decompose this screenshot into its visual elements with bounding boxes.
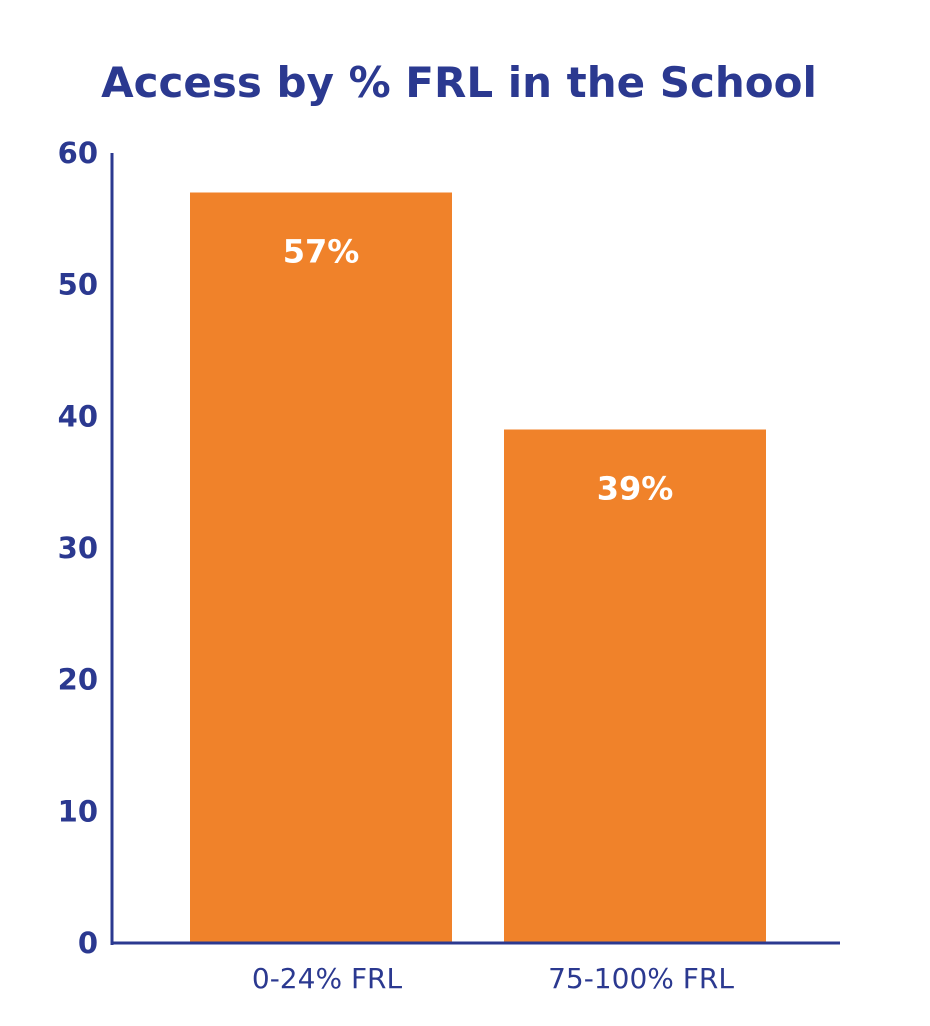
y-tick-label: 20 xyxy=(58,663,98,697)
x-tick-label: 0-24% FRL xyxy=(252,962,403,995)
bar-data-label: 39% xyxy=(597,470,674,508)
y-tick-label: 0 xyxy=(78,926,98,960)
axes-layer xyxy=(110,153,840,945)
y-tick-label: 60 xyxy=(58,136,98,170)
y-tick-label: 10 xyxy=(58,794,98,828)
bar xyxy=(504,429,766,943)
chart-title: Access by % FRL in the School xyxy=(101,58,817,107)
y-tick-label: 40 xyxy=(58,399,98,433)
y-tick-label: 50 xyxy=(58,268,98,302)
y-tick-label: 30 xyxy=(58,531,98,565)
data-labels: 57% 39% xyxy=(283,233,674,508)
x-tick-label: 75-100% FRL xyxy=(548,962,734,995)
y-tick-labels: 0 10 20 30 40 50 60 xyxy=(58,136,98,960)
x-tick-labels: 0-24% FRL 75-100% FRL xyxy=(252,962,734,995)
bar xyxy=(190,192,452,943)
bars-layer xyxy=(190,192,766,943)
bar-data-label: 57% xyxy=(283,233,360,271)
